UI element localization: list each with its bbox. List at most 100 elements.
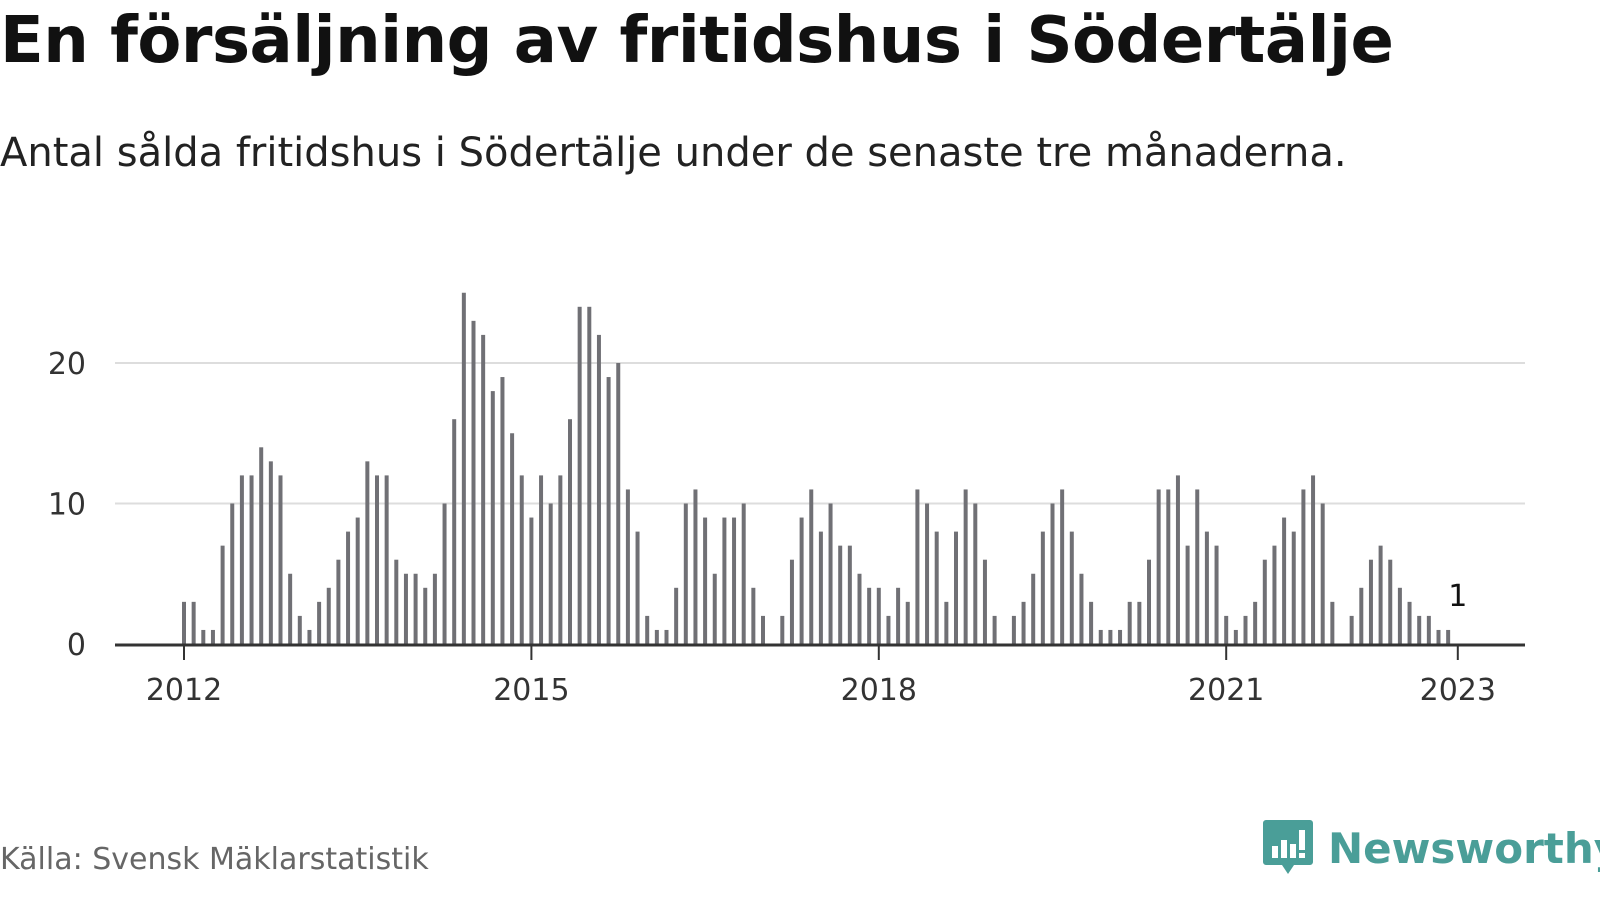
- bar: [220, 545, 225, 644]
- bar: [558, 475, 563, 644]
- bar: [1233, 629, 1238, 644]
- bar: [1388, 559, 1393, 644]
- bar: [654, 629, 659, 644]
- bar: [182, 601, 186, 644]
- bar: [1098, 629, 1103, 644]
- bar: [1127, 601, 1132, 644]
- bar: [703, 517, 708, 644]
- newsworthy-logo-icon: [1263, 820, 1313, 874]
- bar: [461, 292, 466, 644]
- bar: [442, 503, 447, 644]
- bar: [326, 587, 331, 644]
- bar: [1436, 629, 1441, 644]
- bar: [867, 587, 872, 644]
- bar: [510, 433, 515, 644]
- bar: [886, 615, 891, 644]
- bar: [577, 306, 582, 644]
- bar: [278, 475, 283, 644]
- bar: [982, 559, 987, 644]
- bar: [954, 531, 958, 644]
- bar: [780, 615, 785, 644]
- bar-chart: 0 10 20 1 2012 2015 2018 2021 2023: [48, 292, 1525, 708]
- bar: [973, 503, 978, 644]
- bar: [896, 587, 901, 644]
- bar: [1214, 545, 1219, 644]
- bar: [1426, 615, 1431, 644]
- bar: [1060, 489, 1065, 644]
- bar: [1108, 629, 1113, 644]
- bar: [664, 629, 669, 644]
- bar: [635, 531, 640, 644]
- x-tick-label: 2015: [493, 673, 569, 708]
- bar: [905, 601, 910, 644]
- bar: [934, 531, 939, 644]
- bar: [1243, 615, 1248, 644]
- bar: [732, 517, 737, 644]
- bar: [548, 503, 553, 644]
- bar: [1147, 559, 1151, 644]
- y-tick-label: 10: [48, 488, 86, 523]
- bar: [828, 503, 833, 644]
- bar: [375, 475, 379, 644]
- bar: [1031, 573, 1036, 644]
- bar: [1137, 601, 1142, 644]
- bar: [1407, 601, 1412, 644]
- chart-subtitle: Antal sålda fritidshus i Södertälje unde…: [0, 130, 1347, 176]
- x-tick-label: 2018: [841, 673, 917, 708]
- bar: [529, 517, 534, 644]
- bar: [1253, 601, 1258, 644]
- bar: [751, 587, 756, 644]
- bar: [1185, 545, 1190, 644]
- bar: [722, 517, 727, 644]
- bar: [394, 559, 399, 644]
- bar: [259, 447, 264, 644]
- x-tick-label: 2012: [146, 673, 222, 708]
- bar: [857, 573, 862, 644]
- bar: [268, 461, 273, 644]
- bar: [423, 587, 428, 644]
- bar: [210, 629, 215, 644]
- bar: [847, 545, 852, 644]
- bar: [1446, 629, 1451, 644]
- bar: [963, 489, 968, 644]
- bar: [519, 475, 524, 644]
- bar: [230, 503, 235, 644]
- bar: [1040, 531, 1045, 644]
- y-tick-label: 20: [48, 347, 86, 382]
- bar: [1282, 517, 1287, 644]
- bar: [201, 629, 206, 644]
- brand-name: Newsworthy: [1328, 823, 1600, 873]
- bar: [471, 320, 476, 644]
- bar: [1195, 489, 1200, 644]
- bar: [1368, 559, 1373, 644]
- bar: [403, 573, 408, 644]
- bar: [1118, 629, 1123, 644]
- bar: [761, 615, 765, 644]
- bar: [384, 475, 389, 644]
- bar: [307, 629, 312, 644]
- bar: [1262, 559, 1267, 644]
- bar: [693, 489, 698, 644]
- bar: [249, 475, 254, 644]
- bar: [539, 475, 544, 644]
- bar: [452, 419, 457, 644]
- bar: [365, 461, 370, 644]
- bar: [1175, 475, 1180, 644]
- source-note: Källa: Svensk Mäklarstatistik: [0, 842, 429, 877]
- bar: [809, 489, 814, 644]
- bar: [876, 587, 881, 644]
- x-tick-label: 2023: [1420, 673, 1496, 708]
- bar: [317, 601, 322, 644]
- chart-title: En försäljning av fritidshus i Södertälj…: [0, 4, 1394, 78]
- bar: [288, 573, 293, 644]
- bar: [674, 587, 679, 644]
- bar: [1349, 615, 1354, 644]
- bar: [1021, 601, 1026, 644]
- bar: [1397, 587, 1402, 644]
- brand-logo: Newsworthy: [1262, 818, 1600, 878]
- bar: [838, 545, 843, 644]
- bar: [616, 363, 621, 644]
- x-tick-label: 2021: [1188, 673, 1264, 708]
- bar: [799, 517, 804, 644]
- bar: [925, 503, 930, 644]
